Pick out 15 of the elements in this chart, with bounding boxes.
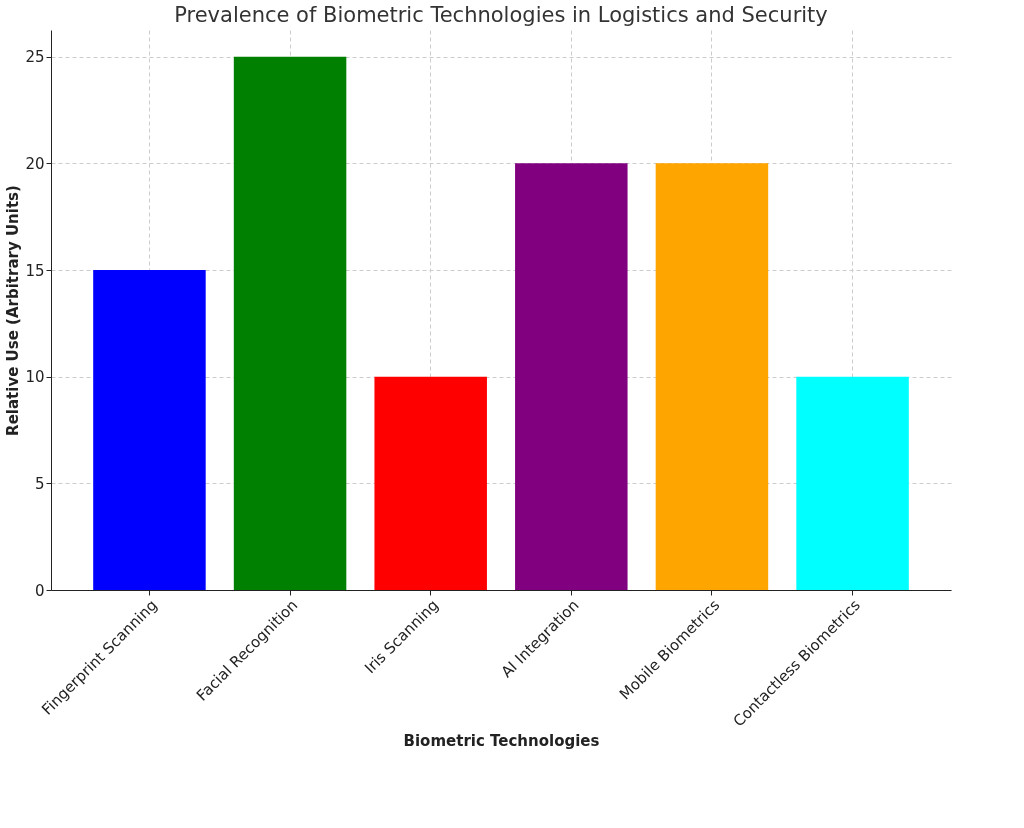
y-tick-label: 10 <box>25 368 45 387</box>
bar <box>374 376 487 590</box>
y-tick-label: 0 <box>34 581 45 600</box>
y-tick-label: 5 <box>34 474 45 493</box>
bar <box>515 163 628 590</box>
bar <box>796 376 909 590</box>
y-tick-label: 25 <box>25 48 45 67</box>
bar <box>93 270 206 590</box>
y-tick-label: 20 <box>25 154 45 173</box>
y-axis-title: Relative Use (Arbitrary Units) <box>4 185 23 436</box>
chart-title: Prevalence of Biometric Technologies in Logistics and Security <box>174 3 828 27</box>
y-tick-label: 15 <box>25 261 45 280</box>
x-axis-title: Biometric Technologies <box>403 731 600 750</box>
bar <box>233 56 347 590</box>
bar <box>655 163 769 590</box>
